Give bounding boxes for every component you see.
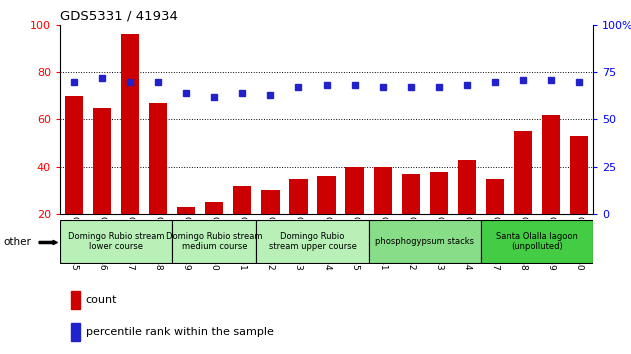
- Bar: [542, 115, 560, 262]
- Bar: [60, 220, 172, 263]
- Bar: [317, 176, 336, 262]
- Text: phosphogypsum stacks: phosphogypsum stacks: [375, 237, 475, 246]
- Bar: [514, 131, 532, 262]
- Bar: [430, 172, 448, 262]
- Bar: [290, 179, 307, 262]
- Bar: [93, 108, 111, 262]
- Bar: [71, 291, 80, 309]
- Text: Domingo Rubio
stream upper course: Domingo Rubio stream upper course: [269, 232, 357, 251]
- Bar: [374, 167, 392, 262]
- Bar: [233, 186, 252, 262]
- Bar: [149, 103, 167, 262]
- Text: percentile rank within the sample: percentile rank within the sample: [86, 327, 274, 337]
- Bar: [346, 167, 363, 262]
- Bar: [172, 220, 256, 263]
- Bar: [369, 220, 481, 263]
- Bar: [65, 96, 83, 262]
- Bar: [401, 174, 420, 262]
- Bar: [570, 136, 588, 262]
- Text: Santa Olalla lagoon
(unpolluted): Santa Olalla lagoon (unpolluted): [496, 232, 578, 251]
- Bar: [71, 323, 80, 341]
- Bar: [177, 207, 196, 262]
- Bar: [205, 202, 223, 262]
- Bar: [261, 190, 280, 262]
- Text: other: other: [3, 238, 31, 247]
- Bar: [486, 179, 504, 262]
- Bar: [121, 34, 139, 262]
- Text: count: count: [86, 295, 117, 305]
- Bar: [256, 220, 369, 263]
- Bar: [481, 220, 593, 263]
- Bar: [457, 160, 476, 262]
- Text: Domingo Rubio stream
medium course: Domingo Rubio stream medium course: [166, 232, 262, 251]
- Text: GDS5331 / 41934: GDS5331 / 41934: [60, 9, 178, 22]
- Text: Domingo Rubio stream
lower course: Domingo Rubio stream lower course: [68, 232, 164, 251]
